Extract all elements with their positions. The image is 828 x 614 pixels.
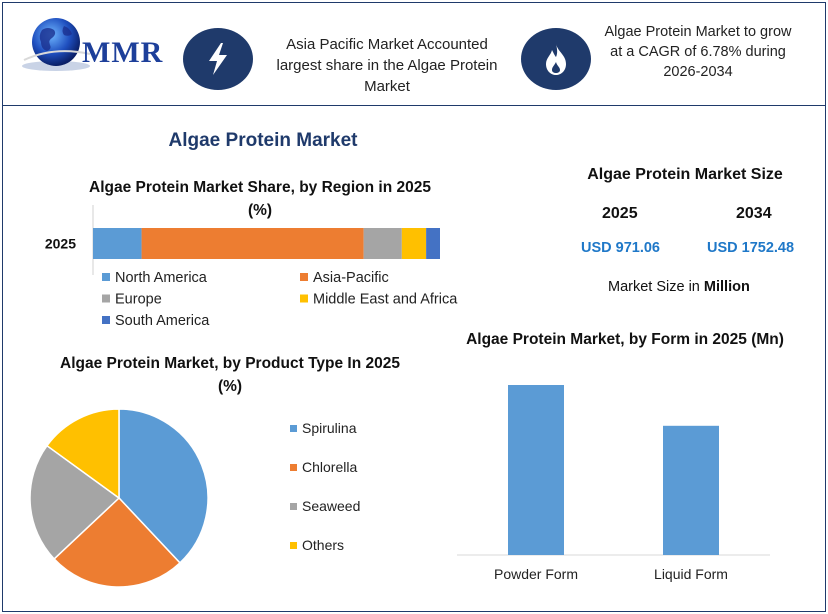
legend-swatch-chlorella — [290, 464, 297, 471]
pie-slice-seaweed — [29, 444, 121, 560]
market-size-note: Market Size in Million — [608, 279, 750, 295]
legend-swatch-south-america — [102, 316, 110, 324]
category-label: 2025 — [45, 236, 76, 252]
legend-label-seaweed: Seaweed — [302, 498, 360, 514]
pie-slice-chlorella — [53, 496, 181, 588]
legend-swatch-asia-pacific — [300, 273, 308, 281]
flame-icon — [521, 28, 591, 90]
legend-swatch-others — [290, 542, 297, 549]
legend-label-europe: Europe — [115, 292, 162, 308]
pie-slice-others — [45, 408, 120, 500]
region-chart-title: Algae Protein Market Share, by Region in… — [89, 179, 431, 219]
x-tick-label-powder-form: Powder Form — [494, 566, 578, 582]
legend-swatch-seaweed — [290, 503, 297, 510]
form-chart-title: Algae Protein Market, by Form in 2025 (M… — [466, 331, 784, 348]
form-bar-chart: Powder Form Liquid Form — [457, 385, 770, 582]
x-tick-label-liquid-form: Liquid Form — [654, 566, 728, 582]
market-year-2034: 2034 — [736, 205, 772, 222]
bar-powder-form — [508, 385, 564, 555]
legend-label-north-america: North America — [115, 270, 208, 286]
market-size-note-unit: Million — [703, 279, 750, 295]
bar-segment-north-america — [93, 228, 142, 259]
market-value-2034: USD 1752.48 — [707, 240, 795, 256]
legend-label-south-america: South America — [115, 313, 210, 329]
market-value-2025: USD 971.06 — [581, 240, 660, 256]
legend-label-asia-pacific: Asia-Pacific — [313, 270, 389, 286]
bar-segment-middle-east-and-africa — [401, 228, 427, 259]
legend-swatch-north-america — [102, 273, 110, 281]
market-size-note-prefix: Market Size in — [608, 279, 704, 295]
legend-label-spirulina: Spirulina — [302, 420, 357, 436]
bar-segment-europe — [363, 228, 402, 259]
legend-swatch-europe — [102, 294, 110, 303]
bar-liquid-form — [663, 425, 719, 555]
legend-label-others: Others — [302, 537, 344, 553]
lightning-icon — [183, 28, 253, 90]
product-pie-chart: Spirulina Chlorella Seaweed Others — [29, 408, 360, 588]
bar-segment-asia-pacific — [141, 228, 364, 259]
pie-slice-spirulina — [118, 408, 209, 564]
product-chart-title: Algae Protein Market, by Product Type In… — [60, 355, 400, 395]
legend-swatch-middle-east-and-africa — [300, 294, 308, 303]
legend-label-chlorella: Chlorella — [302, 459, 357, 475]
bar-segment-south-america — [426, 228, 440, 259]
globe-logo-icon — [22, 18, 91, 71]
market-size-title: Algae Protein Market Size — [587, 166, 783, 183]
header-callout-left: Asia Pacific Market Accounted largest sh… — [276, 36, 498, 95]
header-callout-right: Algae Protein Market to grow at a CAGR o… — [604, 24, 792, 80]
legend-label-middle-east-and-africa: Middle East and Africa — [313, 292, 458, 308]
page-title: Algae Protein Market — [168, 130, 358, 151]
header-divider — [2, 105, 826, 106]
legend-swatch-spirulina — [290, 425, 297, 432]
logo-text: MMR — [82, 36, 164, 69]
market-year-2025: 2025 — [602, 205, 638, 222]
region-stacked-bar-chart: 2025 North America Asia-Pacific Europe Middl… — [45, 205, 458, 329]
